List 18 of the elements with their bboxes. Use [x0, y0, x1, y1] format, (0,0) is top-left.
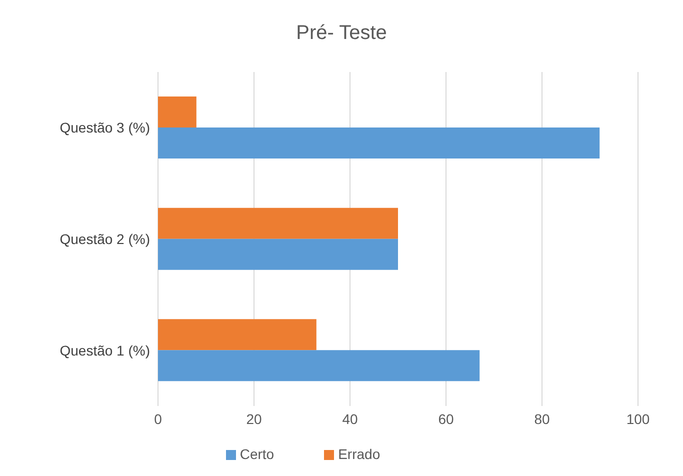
x-tick-label: 80 — [534, 410, 550, 427]
bar — [158, 238, 398, 270]
bar — [158, 127, 600, 158]
x-tick-label: 20 — [246, 410, 262, 427]
y-tick-label: Questão 2 (%) — [60, 230, 150, 247]
y-tick-label: Questão 3 (%) — [60, 120, 150, 136]
x-tick-label: 40 — [342, 410, 358, 427]
legend-label: Errado — [338, 446, 380, 462]
y-tick-label: Questão 1 (%) — [60, 342, 150, 358]
x-tick-label: 100 — [626, 410, 650, 427]
bar — [158, 208, 398, 239]
bar — [158, 319, 316, 350]
bar — [158, 96, 196, 128]
chart-title: Pré- Teste — [295, 21, 388, 46]
legend-label: Certo — [240, 446, 274, 462]
x-tick-label: 60 — [438, 410, 454, 427]
x-tick-label: 0 — [154, 410, 162, 427]
bar — [158, 350, 480, 382]
